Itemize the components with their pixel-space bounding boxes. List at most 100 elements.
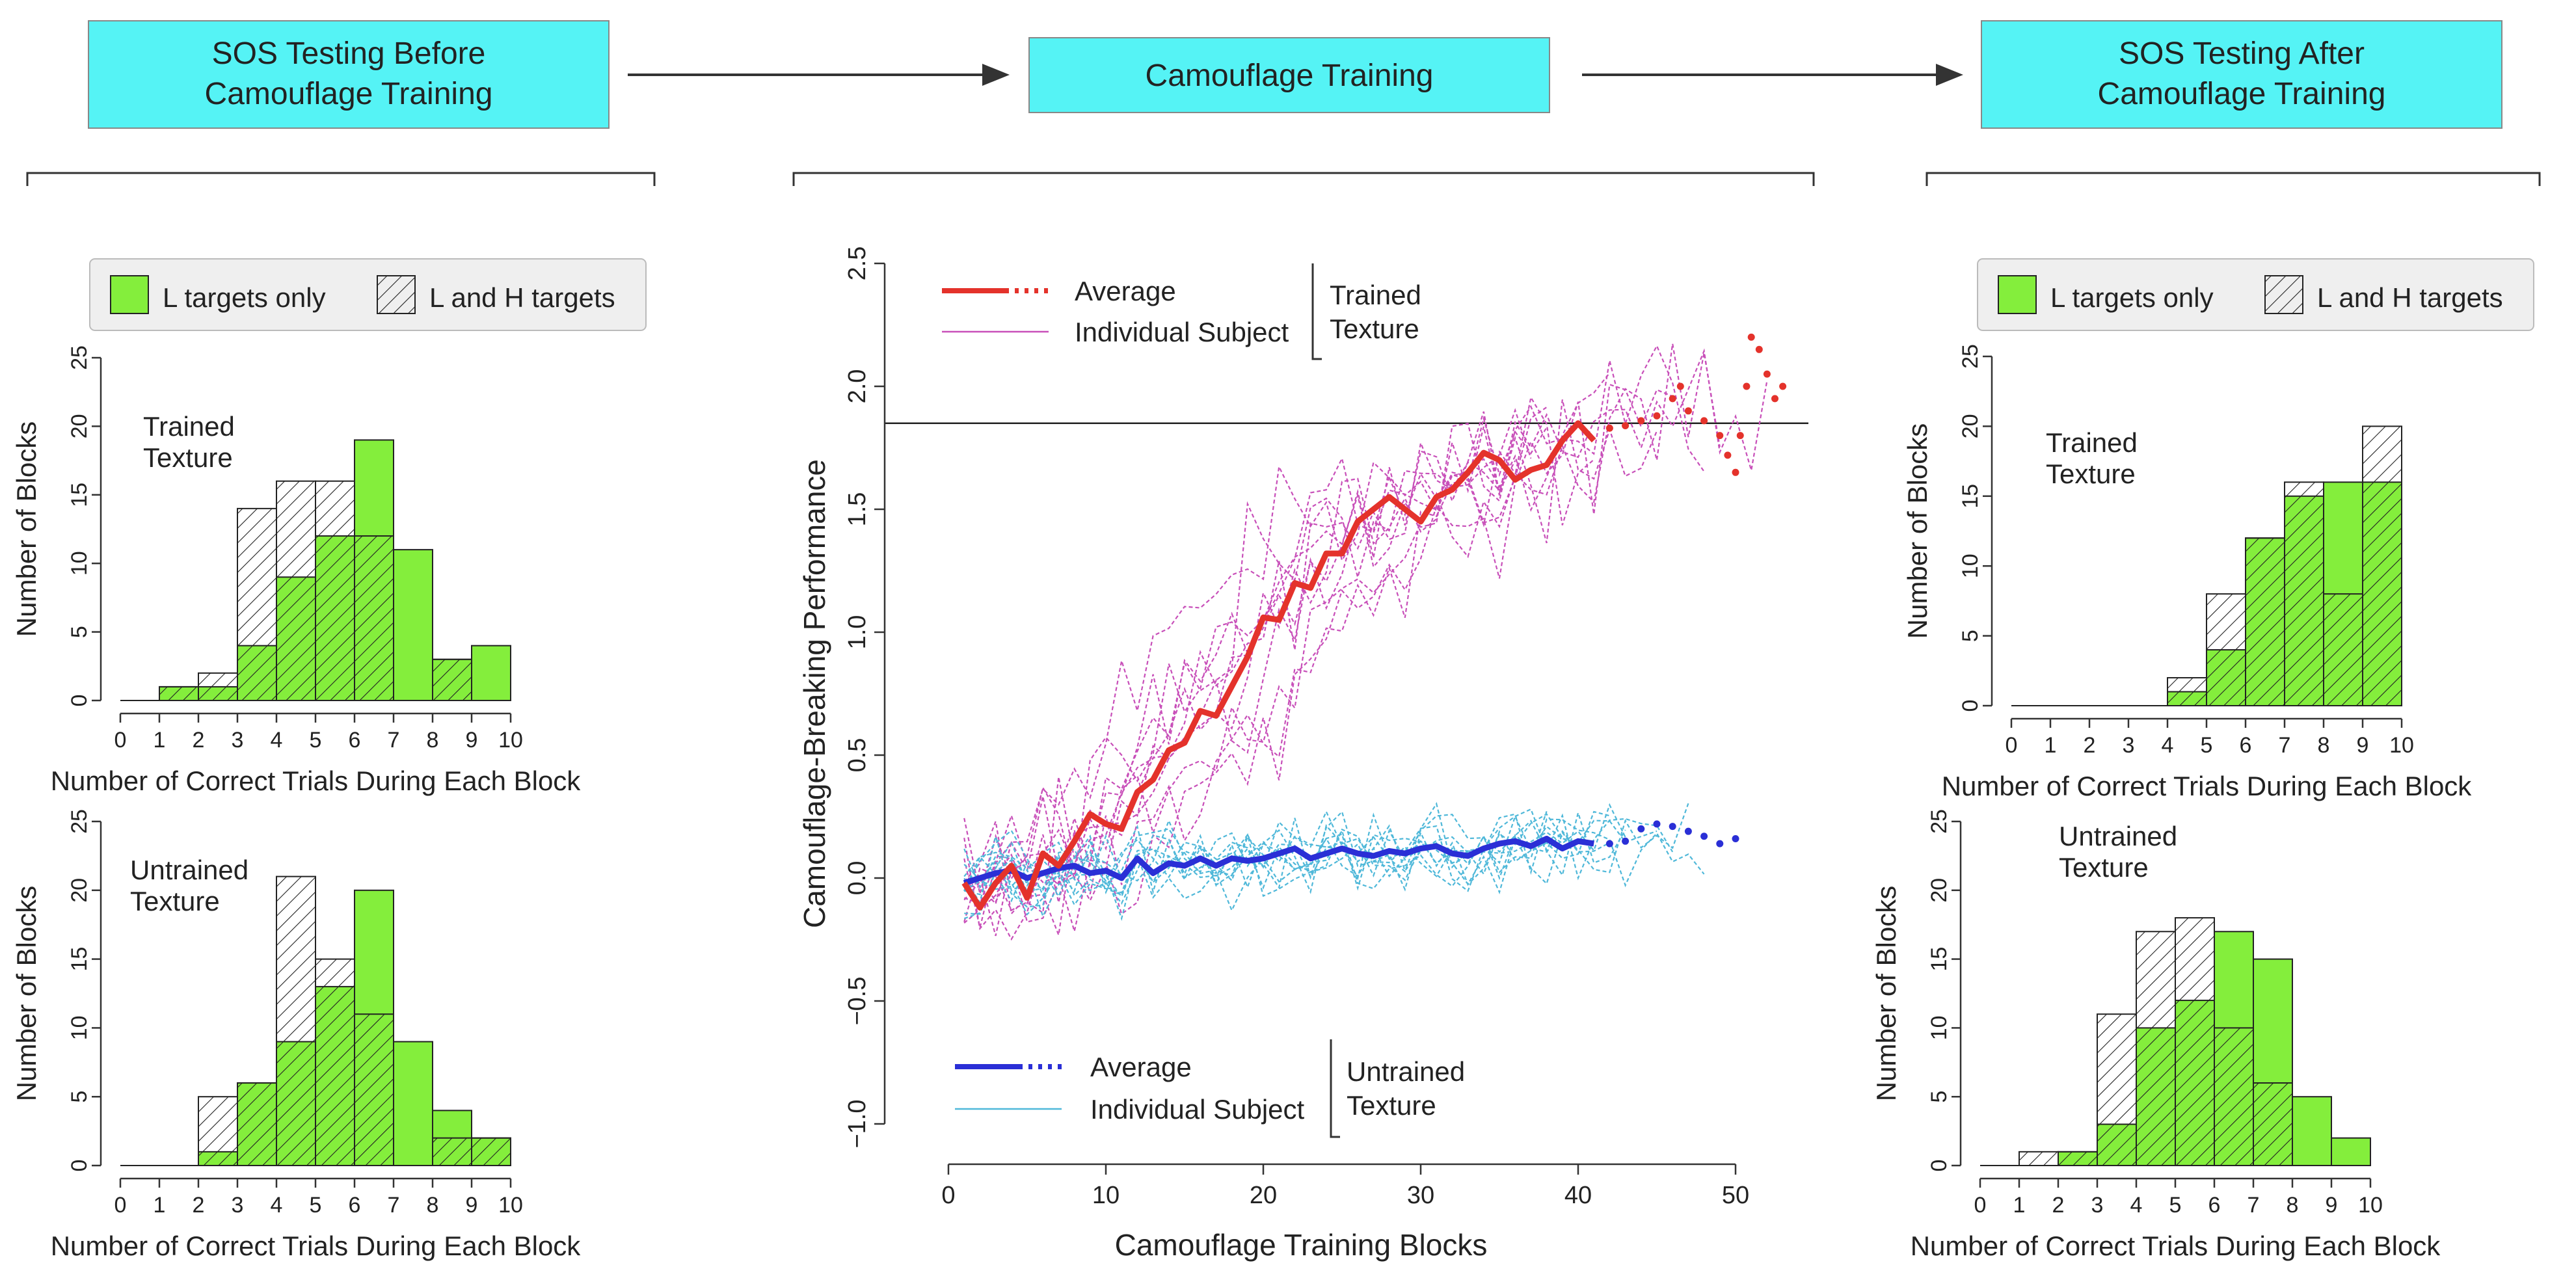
untrained-average-dot [1684,827,1692,835]
x-tick-label: 6 [2208,1193,2221,1218]
x-tick-label: 40 [1564,1182,1592,1209]
stage-before-line2: Camouflage Training [205,77,493,111]
legend-untrained: Average Individual Subject Untrained Tex… [955,1039,1465,1138]
y-tick-label: 10 [1927,1015,1952,1040]
bar-l-and-h [2206,593,2246,706]
texture-annotation: Untrained [130,855,248,885]
trained-average-dot [1716,432,1724,440]
y-tick-label: 5 [1958,630,1983,642]
trained-average-dot [1736,432,1744,440]
bracket-training [792,172,1815,186]
bar-l-and-h [354,535,394,701]
stage-before-box: SOS Testing Before Camouflage Training [88,20,610,129]
y-tick-label: 25 [1958,344,1983,369]
stage-after-line2: Camouflage Training [2098,77,2386,111]
y-tick-label: 15 [67,483,92,507]
trained-individual-line [963,383,1673,932]
untrained-average-dot [1605,840,1613,847]
x-tick-label: 10 [1092,1182,1120,1209]
bar-l-and-h [2362,425,2402,707]
y-tick-label: 1.5 [844,492,871,527]
x-tick-label: 8 [427,1193,439,1218]
x-tick-label: 7 [2279,733,2291,758]
trained-average-dot [1700,417,1708,425]
bar-l-only [471,645,511,701]
x-tick-label: 2 [2084,733,2096,758]
legend-swatch-l-and-h-after [2264,275,2303,314]
bracket-after [1925,172,2541,186]
x-tick-label: 2 [193,728,205,753]
untrained-average-dot [1732,835,1739,843]
bar-l-and-h [2245,537,2285,706]
x-tick-label: 9 [466,1193,478,1218]
texture-annotation: Texture [2059,852,2149,883]
x-tick-label: 5 [2201,733,2213,758]
x-tick-label: 4 [2130,1193,2143,1218]
x-tick-label: 2 [2052,1193,2065,1218]
histogram-before-untrained: 0 5 10 15 20 25 0 1 2 3 4 5 6 7 8 9 10 Number of Correct … [11,809,581,1261]
x-axis-label: Number of Correct Trials During Each Blo… [1911,1231,2441,1261]
y-tick-label: 20 [67,878,92,903]
stage-after-line1: SOS Testing After [2119,36,2365,71]
untrained-average-dot [1637,825,1645,833]
x-tick-label: 6 [349,1193,361,1218]
x-axis-label: Number of Correct Trials During Each Blo… [51,766,582,796]
bracket-before [26,172,656,186]
bar-l-and-h [315,480,355,701]
bar-l-and-h [2058,1151,2098,1166]
y-tick-label: 5 [67,1091,92,1103]
x-tick-label: 4 [271,728,283,753]
x-tick-label: 1 [154,728,166,753]
trained-average-dot [1605,424,1613,432]
x-tick-label: 1 [2045,733,2057,758]
bar-l-and-h [2253,1082,2293,1167]
x-tick-label: 8 [427,728,439,753]
histogram-before-trained: 0 5 10 15 20 25 0 1 2 3 4 5 6 7 8 9 10 Number of Correct … [11,345,581,796]
untrained-average-dot [1716,840,1724,847]
legend-trained-individual: Individual Subject [1075,317,1289,347]
arrow-before-to-training [628,64,1010,86]
trained-average-dot [1779,382,1787,390]
y-axis-label: Camouflage-Breaking Performance [798,459,831,928]
untrained-individual-line [963,810,1610,896]
y-tick-label: 25 [67,809,92,834]
y-axis-label: Number of Blocks [11,886,42,1101]
legend-trained-group-1: Trained [1330,280,1421,310]
training-line-chart: −1.0 −0.5 0.0 0.5 1.0 1.5 2.0 2.5 0 10 20 30 40 50 Cam… [798,247,1808,1262]
x-tick-label: 0 [114,1193,127,1218]
trained-average-dot [1763,370,1771,378]
bar-l-only [393,1041,433,1167]
trained-individual-line [964,416,1548,905]
trained-average-dot [1622,421,1630,429]
untrained-average-line [963,836,1594,886]
bar-l-only [2292,1096,2332,1166]
x-tick-label: 6 [2240,733,2252,758]
bar-l-and-h [237,1082,277,1167]
x-tick-label: 0 [941,1182,955,1209]
legend-swatch-l-only [110,275,149,314]
legend-swatch-l-only-after [1998,275,2037,314]
y-axis-label: Number of Blocks [1902,423,1933,639]
x-tick-label: 10 [498,1193,523,1218]
y-tick-label: 5 [1927,1091,1952,1103]
untrained-individual-line [963,803,1626,892]
bar-l-and-h [159,686,199,702]
trained-individual-line [963,343,1721,938]
x-tick-label: 3 [232,728,244,753]
bar-l-and-h [276,480,316,701]
legend-l-only-after: L targets only [2050,282,2214,313]
stage-after-box: SOS Testing After Camouflage Training [1981,20,2502,129]
trained-individual-line [963,344,1705,903]
y-tick-label: 10 [1958,553,1983,578]
x-tick-label: 7 [388,728,400,753]
untrained-average-dot [1653,820,1661,828]
y-tick-label: 20 [1958,414,1983,438]
trained-average-dot [1747,333,1755,341]
bar-l-and-h [315,958,355,1166]
y-tick-label: 1.0 [844,615,871,650]
x-tick-label: 9 [2357,733,2369,758]
stage-training-label: Camouflage Training [1146,59,1434,93]
bar-l-and-h [276,875,316,1166]
x-tick-label: 9 [466,728,478,753]
